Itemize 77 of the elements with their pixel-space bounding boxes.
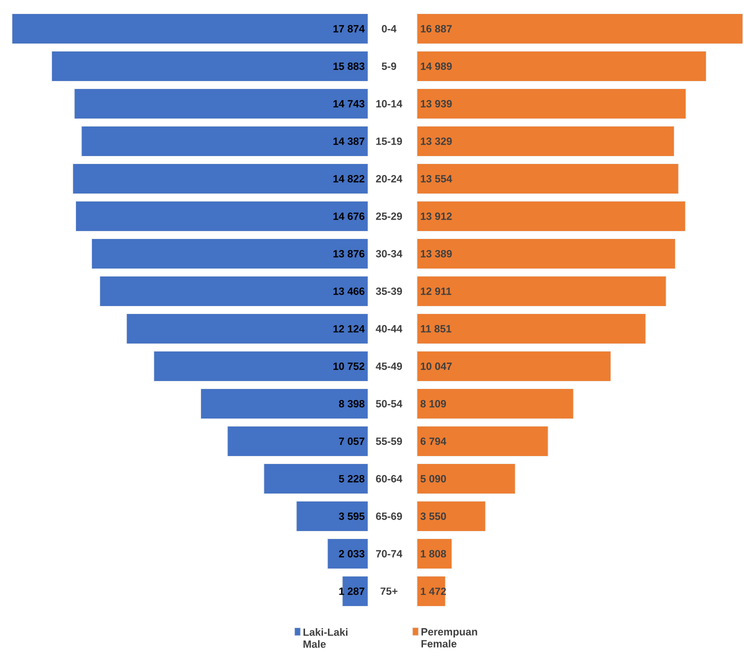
bar — [416, 13, 744, 44]
data-label: 14 822 — [333, 175, 364, 182]
data-label: 15 883 — [333, 62, 364, 70]
data-label: 10 047 — [420, 362, 452, 370]
bar — [416, 350, 612, 382]
bar — [416, 126, 674, 157]
bar — [81, 126, 368, 157]
data-label: 14 743 — [333, 100, 364, 108]
y-tick-label: 65-69 — [376, 512, 402, 520]
y-tick-label: 50-54 — [376, 400, 402, 408]
bar — [72, 163, 368, 194]
bar — [100, 276, 368, 307]
data-label: 10 752 — [333, 362, 364, 370]
bar — [74, 88, 368, 120]
bar — [416, 463, 516, 494]
data-label: 13 939 — [420, 100, 452, 108]
bar — [51, 50, 368, 82]
data-label: 6 794 — [420, 438, 446, 445]
legend-label: Perempuan Female — [421, 628, 478, 648]
data-label: 11 851 — [420, 325, 452, 332]
y-tick-label: 45-49 — [376, 362, 402, 370]
data-label: 14 676 — [333, 212, 364, 220]
data-label: 5 228 — [338, 475, 364, 482]
y-tick-label: 75+ — [380, 588, 398, 595]
bar — [416, 50, 707, 82]
y-tick-label: 35-39 — [376, 288, 402, 295]
y-tick-label: 0-4 — [382, 25, 396, 32]
data-label: 13 554 — [420, 175, 452, 182]
bar — [200, 388, 368, 420]
bar — [416, 313, 646, 344]
data-label: 8 109 — [420, 400, 446, 408]
y-tick-label: 40-44 — [376, 325, 402, 332]
bar — [227, 426, 368, 457]
data-label: 13 466 — [333, 288, 364, 295]
y-tick-label: 5-9 — [382, 62, 396, 70]
data-label: 12 124 — [333, 325, 365, 332]
data-label: 2 033 — [338, 550, 364, 558]
bar — [416, 276, 666, 307]
data-label: 3 550 — [420, 512, 446, 520]
bar — [416, 88, 686, 120]
bar — [416, 200, 686, 232]
data-label: 12 911 — [420, 288, 452, 295]
bar — [327, 538, 368, 570]
data-label: 5 090 — [420, 475, 446, 482]
bar — [416, 238, 676, 270]
bar — [416, 426, 548, 457]
y-tick-label: 20-24 — [376, 175, 402, 182]
bar — [91, 238, 368, 270]
data-label: 3 595 — [338, 512, 364, 520]
data-label: 14 989 — [420, 62, 452, 70]
data-label: 16 887 — [420, 25, 452, 32]
bar — [12, 13, 368, 44]
data-label: 8 398 — [338, 400, 364, 408]
bar — [75, 200, 368, 232]
y-tick-label: 70-74 — [376, 550, 402, 558]
y-tick-label: 30-34 — [376, 250, 402, 258]
y-tick-label: 55-59 — [376, 438, 402, 445]
bar — [416, 388, 574, 420]
bar — [154, 350, 368, 382]
data-label: 13 329 — [420, 138, 452, 145]
bar — [264, 463, 368, 494]
data-label: 17 874 — [333, 25, 365, 32]
data-label: 13 389 — [420, 250, 452, 258]
bar — [416, 500, 486, 532]
data-label: 7 057 — [339, 438, 364, 445]
bar — [126, 313, 368, 344]
y-tick-label: 60-64 — [376, 475, 402, 482]
data-label: 14 387 — [333, 138, 364, 145]
y-tick-label: 25-29 — [376, 212, 402, 220]
bar — [296, 500, 368, 532]
data-label: 13 912 — [420, 212, 452, 220]
y-tick-label: 10-14 — [376, 100, 402, 108]
data-label: 1 808 — [420, 550, 446, 558]
data-label: 13 876 — [333, 250, 364, 258]
y-tick-label: 15-19 — [376, 138, 402, 145]
legend-label: Laki-Laki Male — [304, 628, 348, 648]
bar — [416, 163, 679, 194]
